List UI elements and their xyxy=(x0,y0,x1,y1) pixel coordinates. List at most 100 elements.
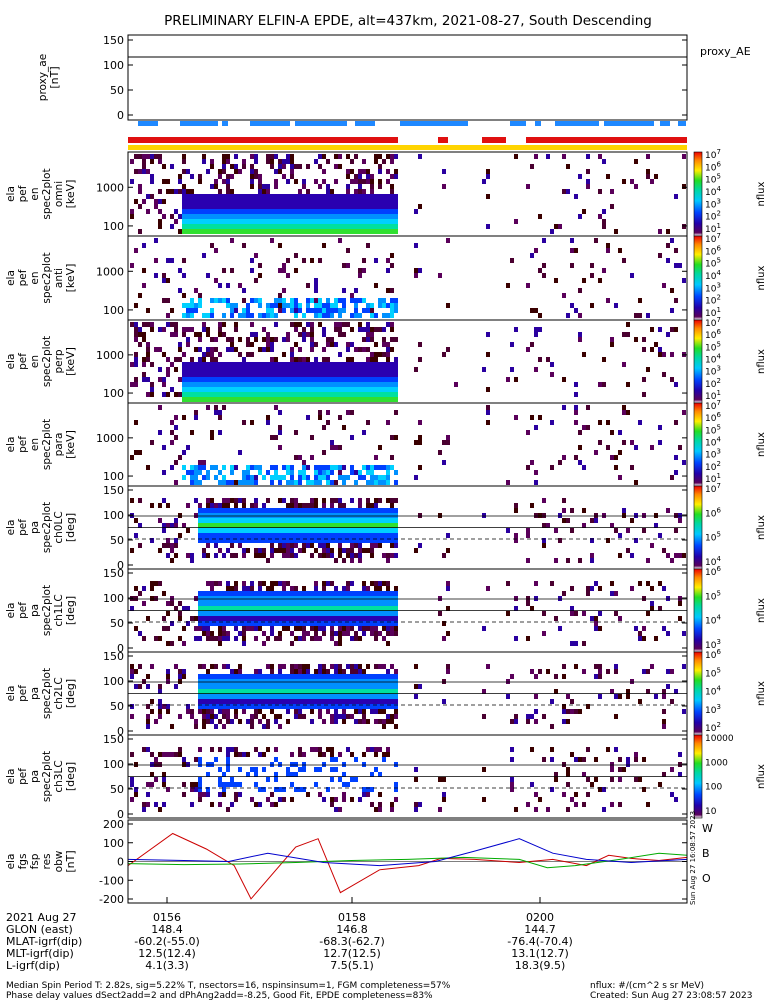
y-tick-label: 0 xyxy=(117,725,124,738)
colorbar-tick-label: 103 xyxy=(705,365,721,378)
y-tick-label: 100 xyxy=(103,387,124,400)
orbit-row-value: 12.5(12.4) xyxy=(138,947,196,960)
fgs-series-W xyxy=(127,832,688,900)
orbit-row-value: 4.1(3.3) xyxy=(145,959,189,972)
y-axis-label: pef xyxy=(17,519,29,536)
colorbar-tick-label: 100 xyxy=(705,783,722,793)
colorbar-tick-label: 104 xyxy=(705,353,721,366)
y-tick-label: 150 xyxy=(103,34,124,47)
y-axis-label: obw xyxy=(53,850,65,872)
panel-frame xyxy=(127,734,688,819)
orbit-row-value: 0156 xyxy=(153,911,181,924)
y-tick-label: 150 xyxy=(103,650,124,663)
y-axis-label: [deg] xyxy=(64,513,77,542)
y-tick-label: 1000 xyxy=(96,349,124,362)
y-axis-label: omni xyxy=(53,181,65,207)
colorbar-tick-label: 106 xyxy=(705,244,721,257)
orbit-row-value: 13.1(12.7) xyxy=(511,947,569,960)
y-axis-label: pef xyxy=(17,353,29,370)
colorbar-tick-label: 1000 xyxy=(705,758,728,768)
y-axis-label: ch1LC xyxy=(53,594,65,626)
y-axis-label: res xyxy=(41,853,53,869)
y-axis-label: pa xyxy=(29,604,41,617)
y-axis-label: [deg] xyxy=(64,679,77,708)
panel-frame xyxy=(127,402,688,487)
footer-line2-left: Phase delay values dSect2add=2 and dPhAn… xyxy=(6,991,433,1000)
colorbar-tick-label: 101 xyxy=(705,306,721,319)
colorbar-tick-label: 102 xyxy=(705,294,721,307)
colorbar-tick-label: 104 xyxy=(705,269,721,282)
y-axis-label: ch2LC xyxy=(53,677,65,709)
y-axis-label: pef xyxy=(17,685,29,702)
y-axis-label: spec2plot xyxy=(41,585,53,636)
orbit-row-label: L-igrf(dip) xyxy=(6,959,60,972)
colorbar-tick-label: 105 xyxy=(705,173,721,186)
yellow-status-bar xyxy=(128,145,687,150)
y-axis-label: en xyxy=(29,271,41,284)
y-axis-label: ela xyxy=(5,686,17,702)
orbit-row-label: MLAT-igrf(dip) xyxy=(6,935,82,948)
y-axis-label: pef xyxy=(17,185,29,202)
colorbar-label: nflux xyxy=(756,349,767,374)
spectrogram-4 xyxy=(130,322,686,402)
y-axis-label: ela xyxy=(5,354,17,370)
y-tick-label: 50 xyxy=(110,617,124,630)
colorbar-label: nflux xyxy=(756,432,767,457)
spectrogram-7 xyxy=(130,581,686,646)
orbit-row-value: -68.3(-62.7) xyxy=(319,935,385,948)
panel-1: 150 100 50 0 proxy_ae [nT] proxy_AE xyxy=(37,34,751,122)
y-axis-label: pef xyxy=(17,768,29,785)
y-axis-label: pa xyxy=(29,521,41,534)
footer-line2-right: Created: Sun Aug 27 23:08:57 2023 xyxy=(590,991,752,1000)
footer-line1-left: Median Spin Period T: 2.82s, sig=5.22% T… xyxy=(6,981,451,991)
y-axis-label: fgs xyxy=(17,854,29,870)
colorbar-tick-label: 104 xyxy=(705,614,721,627)
colorbar-tick-label: 106 xyxy=(705,648,721,661)
y-tick-label: 100 xyxy=(103,59,124,72)
orbit-row-label: GLON (east) xyxy=(6,923,73,936)
colorbar-tick-label: 107 xyxy=(705,399,721,412)
y-axis-label: spec2plot xyxy=(41,252,53,303)
colorbar-tick-label: 105 xyxy=(705,666,721,679)
y-axis-label: ela xyxy=(5,603,17,619)
y-axis-label: pa xyxy=(29,687,41,700)
orbit-table: 2021 Aug 27 0156 0158 0200 GLON (east) 148.4 1… xyxy=(6,911,573,972)
colorbar-tick-label: 106 xyxy=(705,160,721,173)
colorbar-tick-label: 107 xyxy=(705,482,721,495)
y-axis-label: pef xyxy=(17,269,29,286)
colorbar-tick-label: 106 xyxy=(705,565,721,578)
fgs-series-O xyxy=(127,838,688,867)
colorbar-tick-label: 104 xyxy=(705,436,721,449)
y-axis-label: spec2plot xyxy=(41,419,53,470)
panel-frame xyxy=(127,34,688,121)
spectrogram-2 xyxy=(130,154,686,234)
colorbar-tick-label: 107 xyxy=(705,148,721,161)
spectrogram-8 xyxy=(130,664,686,729)
orbit-row-label: 2021 Aug 27 xyxy=(6,911,76,924)
y-tick-label: 150 xyxy=(103,567,124,580)
colorbar-label: nflux xyxy=(756,515,767,540)
y-tick-label: 100 xyxy=(103,592,124,605)
colorbar-tick-label: 103 xyxy=(705,281,721,294)
orbit-row-value: 0158 xyxy=(338,911,366,924)
y-tick-label: 100 xyxy=(103,220,124,233)
y-axis-label: spec2plot xyxy=(41,751,53,802)
y-tick-label: 0 xyxy=(117,808,124,821)
orbit-row-label: MLT-igrf(dip) xyxy=(6,947,74,960)
proxy-ae-right-label: proxy_AE xyxy=(700,45,751,58)
y-axis-label: [deg] xyxy=(64,762,77,791)
spectrogram-3 xyxy=(130,238,686,318)
colorbar-tick-label: 10000 xyxy=(705,734,734,744)
colorbar-tick-label: 105 xyxy=(705,589,721,602)
y-axis-label: [deg] xyxy=(64,596,77,625)
colorbar-label: nflux xyxy=(756,181,767,206)
footer: Median Spin Period T: 2.82s, sig=5.22% T… xyxy=(6,981,752,1000)
